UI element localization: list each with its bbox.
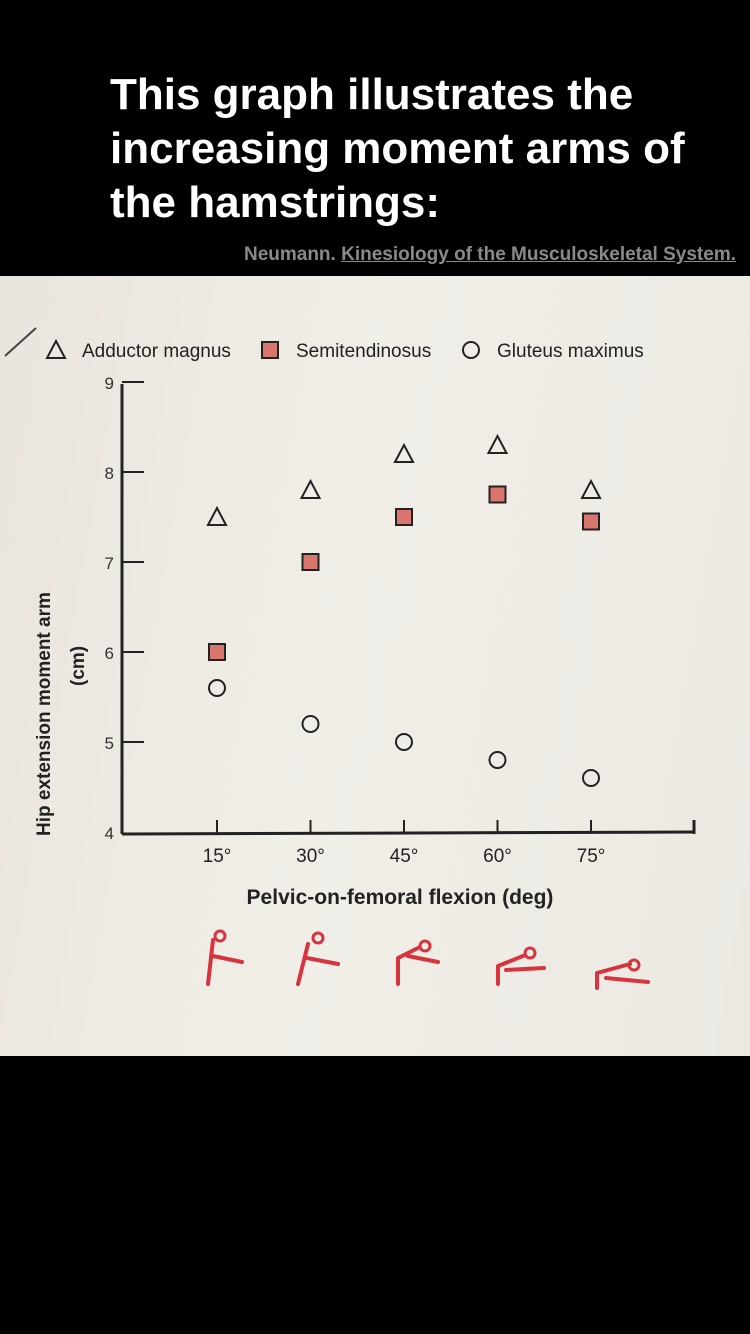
figure-arm	[406, 954, 440, 964]
adductor-magnus-point	[580, 478, 602, 499]
x-tick-label: 15°	[203, 846, 232, 867]
legend-gluteus-maximus-label: Gluteus maximus	[497, 341, 644, 362]
scatter-chart: Adductor magnus Semitendinosus Gluteus max…	[4, 327, 696, 990]
figure-body	[595, 962, 632, 990]
figure-arm	[504, 966, 546, 972]
posture-figure	[396, 939, 440, 986]
headline: This graph illustrates the increasing mo…	[110, 70, 685, 227]
figure-arm	[211, 954, 244, 964]
y-tick-label: 8	[105, 464, 114, 483]
semitendinosus-point	[301, 553, 320, 571]
figure-arm	[604, 976, 650, 984]
ticks: 4 5 6 7 8 9 15° 30° 45° 60° 75°	[105, 374, 606, 867]
page-pen-mark	[4, 327, 37, 357]
x-axis-line	[121, 830, 695, 836]
adductor-magnus-point	[206, 505, 228, 526]
y-tick-label: 4	[105, 824, 114, 843]
semitendinosus-point	[395, 508, 413, 526]
figure-head	[418, 939, 432, 953]
figure-body	[496, 954, 525, 986]
citation: Neumann. Kinesiology of the Musculoskele…	[244, 244, 736, 266]
adductor-magnus-point	[299, 478, 322, 499]
adductor-magnus-point	[486, 433, 509, 454]
x-tick-label: 60°	[483, 846, 512, 867]
citation-book-link[interactable]: Kinesiology of the Musculoskeletal Syste…	[341, 244, 736, 265]
y-axis-label: Hip extension moment arm	[34, 592, 55, 836]
x-tick-label: 75°	[577, 846, 606, 867]
chart-photo: Adductor magnus Semitendinosus Gluteus max…	[0, 276, 750, 1056]
y-axis-unit: (cm)	[68, 646, 89, 686]
legend-gluteus-maximus-marker	[462, 341, 480, 359]
gluteus-maximus-point	[301, 715, 320, 733]
legend-adductor-magnus-marker	[45, 338, 67, 359]
legend-semitendinosus-label: Semitendinosus	[296, 341, 431, 362]
data-marks	[206, 433, 602, 787]
figure-head	[213, 929, 227, 943]
legend-semitendinosus-marker	[261, 341, 279, 359]
gluteus-maximus-point	[488, 751, 507, 769]
semitendinosus-point	[208, 643, 226, 661]
gluteus-maximus-point	[395, 733, 413, 751]
semitendinosus-point	[488, 485, 507, 504]
citation-author: Neumann.	[243, 244, 336, 265]
figure-head	[627, 958, 641, 972]
x-axis-label: Pelvic-on-femoral flexion (deg)	[247, 886, 554, 909]
bottom-black-bar	[0, 1056, 750, 1334]
posture-figure	[296, 931, 340, 986]
posture-figure	[595, 958, 650, 990]
y-tick-label: 6	[105, 644, 114, 663]
semitendinosus-point	[582, 512, 600, 531]
x-tick-label: 30°	[296, 846, 325, 867]
posture-figure	[206, 929, 244, 986]
y-tick-label: 5	[105, 734, 114, 753]
adductor-magnus-point	[393, 442, 415, 463]
posture-figure	[496, 946, 546, 986]
y-tick-label: 9	[105, 374, 114, 393]
figure-head	[523, 946, 537, 960]
figure-body	[206, 938, 215, 986]
y-tick-label: 7	[105, 554, 114, 573]
legend-adductor-magnus-label: Adductor magnus	[82, 341, 231, 362]
figure-body	[396, 946, 420, 986]
figure-arm	[305, 956, 340, 966]
legend: Adductor magnus Semitendinosus Gluteus max…	[45, 338, 644, 362]
figure-body	[296, 942, 310, 986]
figure-head	[311, 931, 325, 945]
x-tick-label: 45°	[390, 846, 419, 867]
gluteus-maximus-point	[208, 679, 226, 697]
posture-figures	[206, 929, 650, 990]
gluteus-maximus-point	[582, 769, 600, 787]
